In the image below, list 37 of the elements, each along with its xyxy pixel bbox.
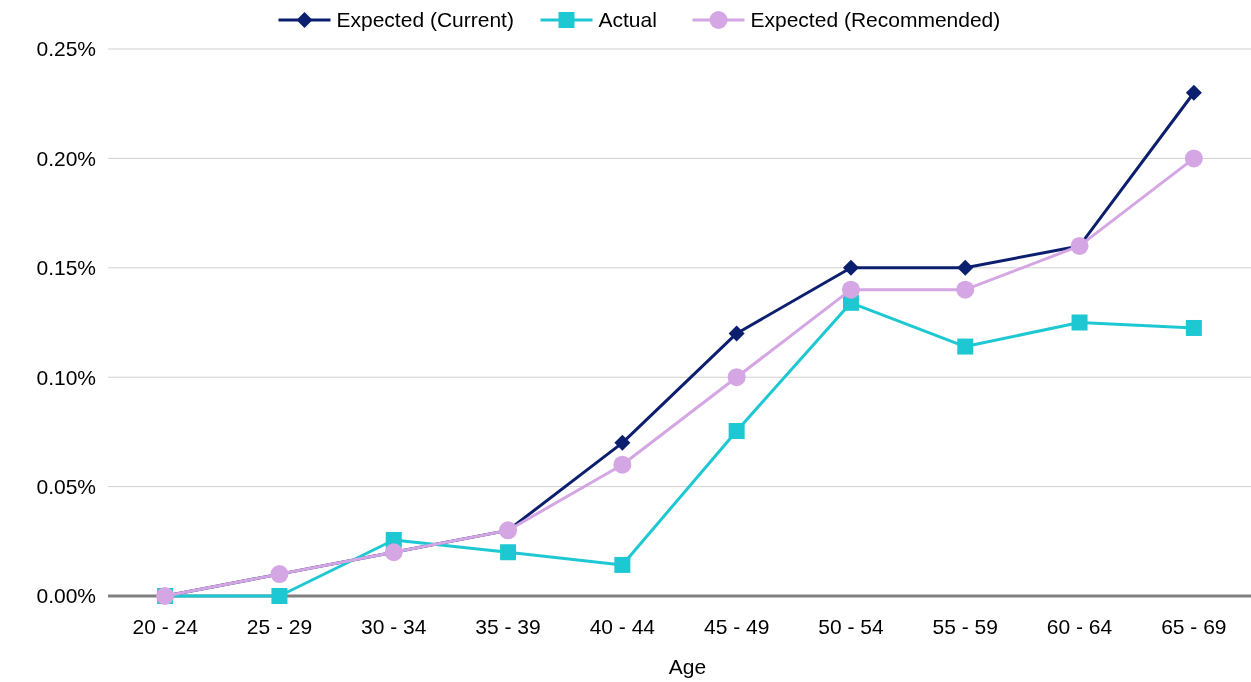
- point: [728, 325, 745, 342]
- point: [271, 588, 288, 604]
- x-tick-label: 45 - 49: [703, 615, 770, 638]
- y-tick-label: 0.20%: [36, 146, 96, 170]
- x-tick-label: 35 - 39: [475, 615, 541, 638]
- x-tick-label: 40 - 44: [589, 615, 656, 638]
- point: [614, 556, 631, 573]
- legend-label: Actual: [598, 8, 657, 32]
- point: [727, 368, 746, 387]
- x-tick-label: 20 - 24: [132, 615, 199, 638]
- point: [842, 259, 859, 276]
- y-tick-label: 0.05%: [36, 474, 96, 498]
- point: [1185, 319, 1202, 336]
- y-tick-label: 0.25%: [36, 37, 96, 61]
- point: [841, 280, 860, 299]
- x-tick-label: 65 - 69: [1161, 615, 1227, 638]
- x-tick-label: 50 - 54: [818, 615, 884, 638]
- y-tick-label: 0.15%: [36, 256, 96, 280]
- point: [614, 434, 631, 451]
- x-axis-title: Age: [668, 655, 707, 678]
- point: [956, 280, 975, 299]
- point: [1071, 314, 1088, 331]
- point: [957, 259, 974, 276]
- point: [500, 544, 517, 561]
- point: [957, 338, 974, 355]
- x-tick-label: 30 - 34: [361, 615, 427, 638]
- x-tick-label: 25 - 29: [246, 615, 313, 638]
- y-tick-label: 0.00%: [36, 584, 96, 608]
- point: [1184, 149, 1203, 168]
- point: [613, 455, 632, 474]
- legend-label: Expected (Current): [336, 8, 514, 32]
- legend-label: Expected (Recommended): [750, 8, 1001, 32]
- x-tick-label: 55 - 59: [932, 615, 998, 638]
- x-tick-label: 60 - 64: [1046, 615, 1113, 638]
- point: [1185, 84, 1202, 101]
- point: [728, 423, 745, 440]
- y-tick-label: 0.10%: [36, 365, 96, 389]
